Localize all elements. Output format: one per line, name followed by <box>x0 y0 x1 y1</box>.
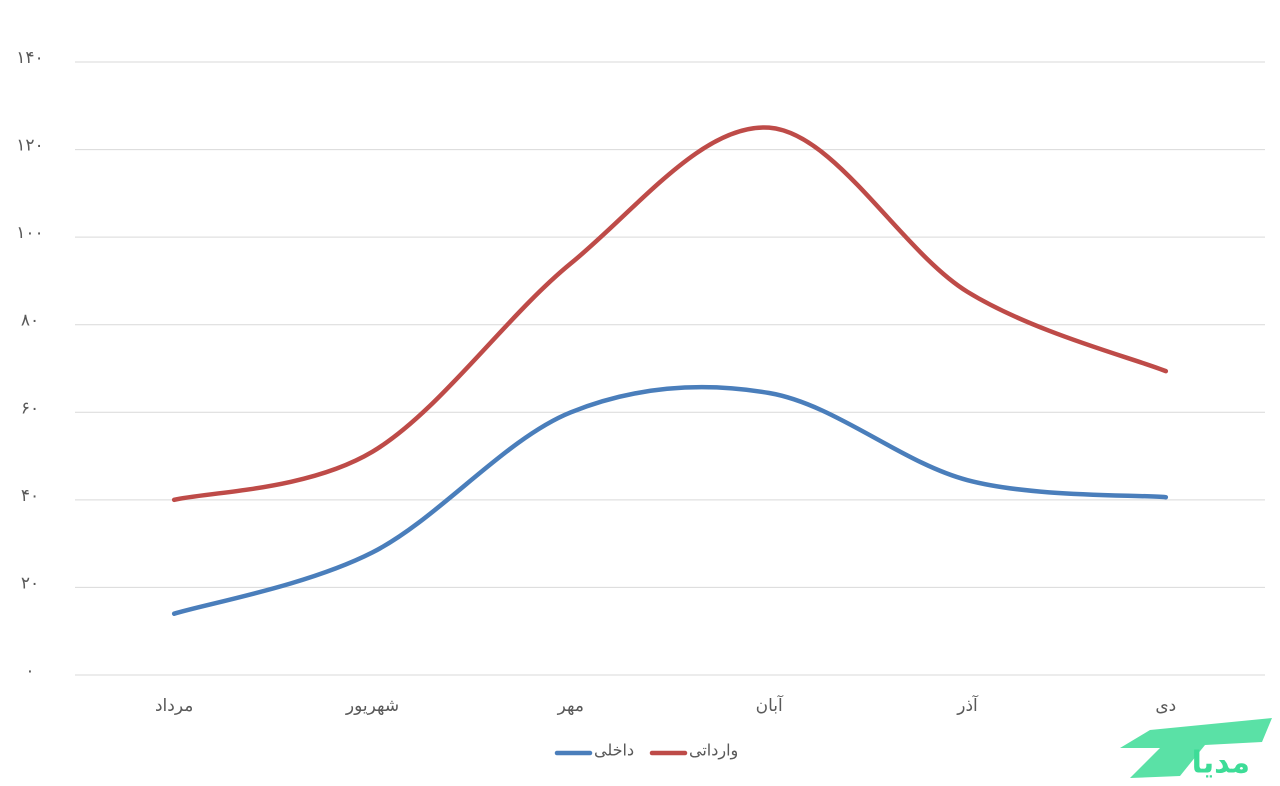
x-tick-label: مرداد <box>155 696 193 716</box>
series-line <box>171 384 1169 616</box>
y-tick-label: ۸۰ <box>21 311 39 331</box>
logo-text: مدیا <box>1192 746 1250 781</box>
y-tick-label: ۱۲۰ <box>16 136 43 156</box>
y-tick-label: ۱۰۰ <box>16 223 43 243</box>
y-tick-label: ۲۰ <box>21 573 39 593</box>
x-tick-label: آبان <box>756 694 784 716</box>
y-tick-label: ۶۰ <box>21 398 39 418</box>
x-tick-label: دی <box>1155 696 1176 716</box>
legend-label: وارداتی <box>689 741 738 761</box>
x-tick-label: آذر <box>956 694 979 716</box>
y-tick-label: ۴۰ <box>21 486 39 506</box>
y-tick-label: ۱۴۰ <box>16 48 43 68</box>
series-line <box>171 125 1169 503</box>
x-tick-label: مهر <box>557 696 584 716</box>
legend-label: داخلی <box>594 741 634 760</box>
y-tick-label: ۰ <box>25 661 34 681</box>
logo-shape <box>1120 718 1272 778</box>
x-tick-label: شهریور <box>345 696 399 716</box>
logo: مدیا <box>1120 718 1272 781</box>
